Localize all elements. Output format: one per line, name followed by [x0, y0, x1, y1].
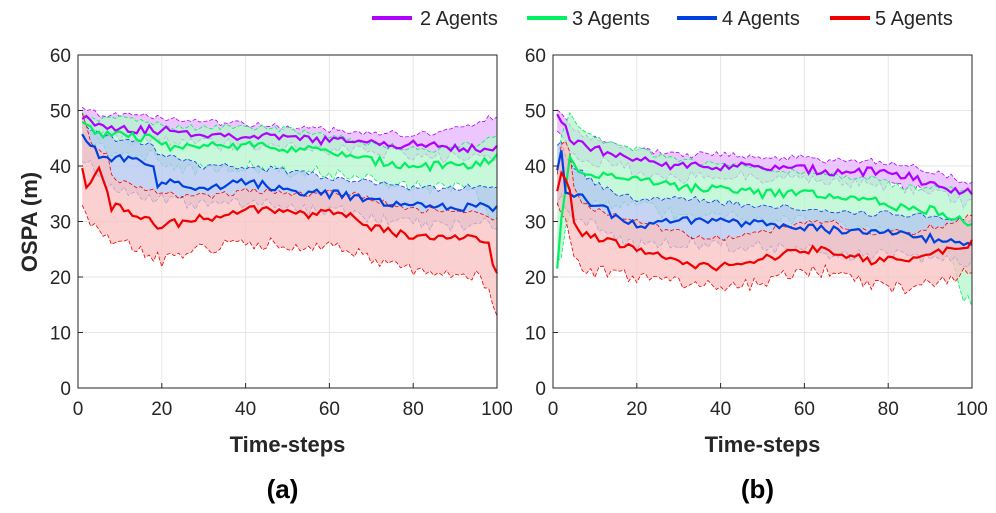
panel-a-lines: [81, 114, 498, 274]
legend-label-5-agents: 5 Agents: [875, 8, 953, 30]
panel-b-xtick-label: 100: [956, 399, 988, 420]
panel-a-lower-5-agents: [81, 205, 498, 317]
panel-b-ytick-label: 50: [525, 102, 546, 123]
panel-a-ytick-label: 10: [50, 324, 71, 345]
panel-b-ytick-label: 20: [525, 268, 546, 289]
panel-a: 0 20 40 60 80 100 0 10 20 30 40 50 60 Time-steps (a): [50, 46, 513, 504]
panel-b-upper-3-agents: [556, 112, 973, 192]
panel-a-ytick-label: 60: [50, 46, 71, 67]
panel-a-xtick-label: 60: [319, 399, 340, 420]
legend-entry-4-agents: 4 Agents: [677, 8, 800, 30]
panel-a-x-axis-title: Time-steps: [230, 432, 346, 457]
panel-a-band-3-agents: [82, 112, 497, 231]
panel-a-line-2-agents: [81, 114, 498, 154]
panel-b-line-3-agents: [556, 153, 973, 269]
panel-a-upper-2-agents: [81, 106, 498, 138]
panel-b-line-4-agents: [556, 150, 973, 247]
panel-b-line-2-agents: [556, 113, 973, 196]
panel-b-ytick-label: 30: [525, 213, 546, 234]
panel-b-ytick-label: 0: [535, 379, 546, 400]
panel-a-xtick-label: 80: [403, 399, 424, 420]
panel-a-xtick-label: 20: [151, 399, 172, 420]
panel-b-xtick-label: 20: [626, 399, 647, 420]
panel-b-xtick-label: 0: [548, 399, 559, 420]
panel-a-band-5-agents: [82, 113, 497, 317]
panel-a-line-4-agents: [81, 133, 498, 213]
panel-b-lines: [556, 113, 973, 272]
legend-entry-2-agents: 2 Agents: [372, 8, 498, 30]
panel-b-xtick-label: 60: [794, 399, 815, 420]
panel-b-ytick-label: 40: [525, 157, 546, 178]
panel-a-xtick-label: 40: [235, 399, 256, 420]
panel-a-bands: [81, 106, 498, 317]
panel-b-ytick-label: 10: [525, 324, 546, 345]
legend-entry-3-agents: 3 Agents: [527, 8, 650, 30]
panel-b: 0 20 40 60 80 100 0 10 20 30 40 50 60 Time-steps (b): [525, 46, 988, 504]
panel-a-upper-4-agents: [81, 121, 498, 193]
panel-a-xtick-label: 100: [481, 399, 513, 420]
panel-b-line-5-agents: [556, 170, 973, 272]
y-axis-title: OSPA (m): [17, 172, 42, 272]
panel-b-lower-5-agents: [556, 202, 973, 295]
panel-a-ytick-label: 50: [50, 102, 71, 123]
panel-b-lower-2-agents: [556, 130, 973, 210]
panel-b-x-axis-title: Time-steps: [705, 432, 821, 457]
panel-a-line-3-agents: [81, 120, 498, 173]
panel-a-xtick-label: 0: [73, 399, 84, 420]
legend-entry-5-agents: 5 Agents: [830, 8, 953, 30]
panel-a-label: (a): [267, 474, 299, 504]
panel-b-ticks: 0 20 40 60 80 100 0 10 20 30 40 50 60: [525, 46, 988, 420]
panel-a-upper-3-agents: [81, 112, 498, 153]
legend: 2 Agents 3 Agents 4 Agents 5 Agents: [372, 8, 953, 30]
panel-a-ytick-label: 0: [60, 379, 71, 400]
panel-a-upper-5-agents: [81, 113, 498, 221]
panel-a-ticks: 0 20 40 60 80 100 0 10 20 30 40 50 60: [50, 46, 513, 420]
panel-a-ytick-label: 20: [50, 268, 71, 289]
panel-a-line-5-agents: [81, 165, 498, 274]
panel-b-ytick-label: 60: [525, 46, 546, 67]
panel-b-label: (b): [741, 474, 774, 504]
panel-a-ytick-label: 40: [50, 157, 71, 178]
legend-label-2-agents: 2 Agents: [420, 8, 498, 30]
legend-label-3-agents: 3 Agents: [572, 8, 650, 30]
legend-label-4-agents: 4 Agents: [722, 8, 800, 30]
panel-b-band-2-agents: [557, 109, 972, 209]
panel-b-xtick-label: 40: [710, 399, 731, 420]
panel-b-upper-4-agents: [556, 140, 973, 223]
panel-a-ytick-label: 30: [50, 213, 71, 234]
panel-b-xtick-label: 80: [878, 399, 899, 420]
